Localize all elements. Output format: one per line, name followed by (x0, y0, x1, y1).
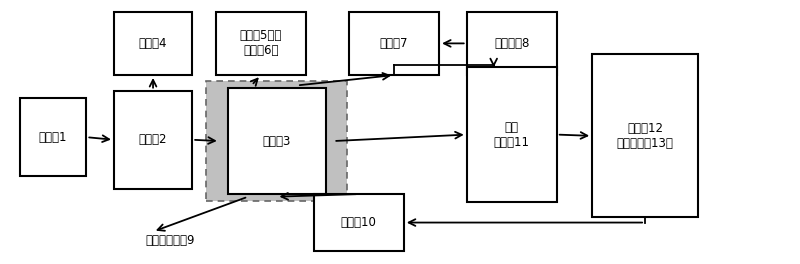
Text: 功率计10: 功率计10 (341, 216, 377, 229)
Bar (592, 54, 698, 217)
Bar (206, 81, 347, 201)
Text: 制冷权3: 制冷权3 (262, 135, 290, 148)
Bar (466, 67, 557, 202)
Text: 数据
采集仔11: 数据 采集仔11 (494, 121, 530, 149)
Text: 高低温试验箙9: 高低温试验箙9 (146, 234, 194, 247)
Bar (114, 12, 192, 75)
Bar (216, 12, 306, 75)
Text: 真空木5（含
电磁閃6）: 真空木5（含 电磁閃6） (240, 29, 282, 57)
Text: 计算机12
（采集软件13）: 计算机12 （采集软件13） (617, 122, 674, 150)
Bar (314, 194, 404, 251)
Bar (227, 88, 326, 194)
Text: 电控笤2: 电控笤2 (138, 133, 167, 146)
Text: 主电源1: 主电源1 (39, 131, 67, 144)
Bar (466, 12, 557, 75)
Bar (20, 98, 86, 176)
Text: 加热电源8: 加热电源8 (494, 37, 530, 50)
Text: 制冷责7: 制冷责7 (380, 37, 408, 50)
Bar (349, 12, 439, 75)
Bar (114, 91, 192, 189)
Text: 示波噳4: 示波噳4 (138, 37, 167, 50)
